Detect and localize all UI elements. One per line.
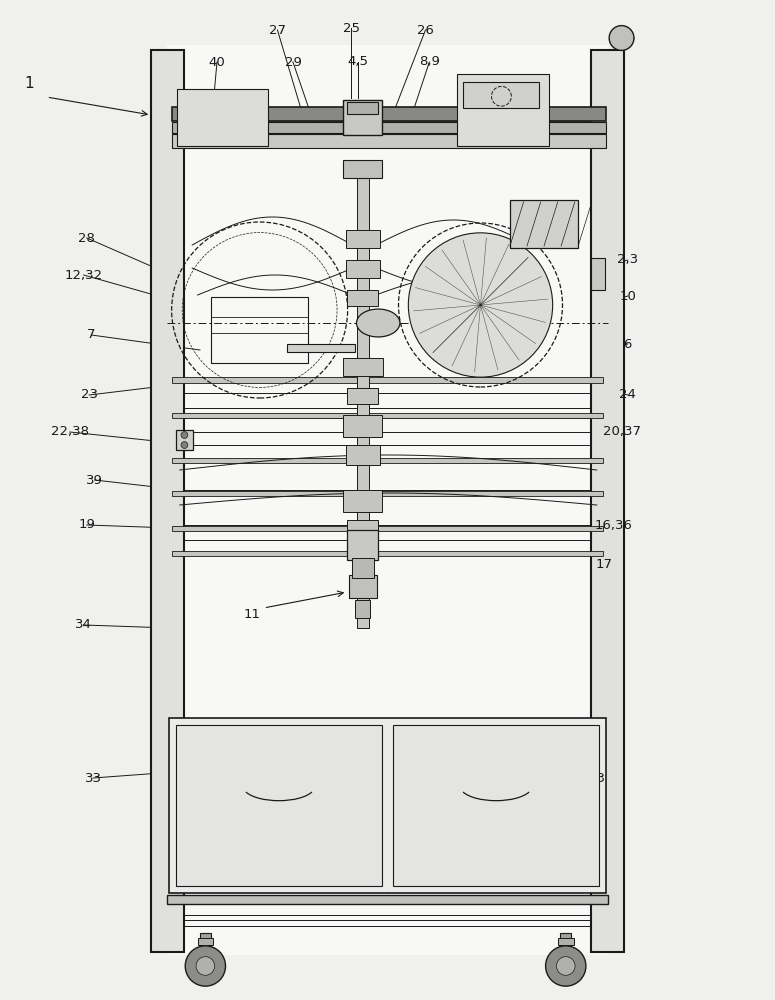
Bar — [172, 377, 603, 383]
Text: 17: 17 — [596, 558, 613, 571]
Circle shape — [181, 442, 188, 448]
Bar — [151, 50, 184, 952]
Bar — [349, 575, 377, 598]
Text: 10: 10 — [619, 290, 636, 302]
Bar — [591, 50, 624, 952]
Text: 11: 11 — [243, 607, 260, 620]
Ellipse shape — [356, 309, 400, 337]
Text: 33: 33 — [84, 772, 102, 784]
Bar — [212, 297, 308, 363]
Bar — [172, 458, 603, 462]
Bar — [591, 258, 604, 290]
Bar — [560, 933, 571, 950]
Bar — [346, 230, 380, 248]
Text: 26: 26 — [417, 23, 434, 36]
Text: 7: 7 — [88, 328, 95, 342]
Text: 40: 40 — [208, 55, 226, 68]
Text: 39: 39 — [86, 474, 103, 487]
Bar — [172, 550, 603, 556]
Bar — [172, 122, 606, 133]
Text: 28: 28 — [78, 232, 95, 244]
Bar — [172, 106, 606, 120]
Circle shape — [196, 957, 215, 975]
Bar — [343, 358, 383, 376]
Bar — [346, 445, 380, 465]
Text: 29: 29 — [284, 55, 301, 68]
Circle shape — [185, 946, 226, 986]
Bar — [200, 933, 211, 950]
Bar — [393, 725, 599, 886]
Text: 16,36: 16,36 — [595, 518, 632, 532]
Bar — [347, 388, 378, 404]
Text: 20,37: 20,37 — [602, 425, 641, 438]
Text: 6: 6 — [624, 338, 632, 351]
Bar — [356, 160, 369, 628]
Bar — [172, 412, 603, 418]
Bar — [343, 490, 382, 512]
Text: 1: 1 — [25, 76, 34, 91]
Bar — [287, 344, 355, 352]
Text: 8,9: 8,9 — [419, 55, 439, 68]
Bar — [347, 290, 378, 306]
Bar — [510, 200, 578, 248]
Bar — [177, 89, 268, 146]
Text: 13: 13 — [588, 772, 605, 784]
Bar — [169, 718, 606, 893]
Circle shape — [546, 946, 586, 986]
Circle shape — [181, 432, 188, 438]
Bar — [343, 415, 382, 437]
Bar — [595, 50, 604, 952]
Text: 19: 19 — [78, 518, 95, 532]
Bar — [172, 526, 603, 530]
Circle shape — [556, 957, 575, 975]
Bar — [167, 895, 608, 904]
Bar — [347, 520, 378, 538]
Bar — [347, 102, 378, 114]
Text: 24: 24 — [619, 388, 636, 401]
Text: 27: 27 — [269, 23, 286, 36]
Bar — [343, 100, 382, 135]
Circle shape — [408, 233, 553, 377]
Circle shape — [609, 26, 634, 50]
Text: 34: 34 — [75, 618, 92, 632]
Bar — [176, 725, 382, 886]
Text: 4,5: 4,5 — [347, 55, 369, 68]
Bar — [343, 160, 382, 178]
Bar — [176, 430, 193, 450]
Bar — [172, 134, 606, 148]
Bar — [346, 260, 380, 278]
Bar — [457, 74, 549, 146]
Text: 23: 23 — [81, 388, 98, 401]
Bar — [172, 50, 181, 952]
Bar — [355, 600, 370, 618]
Bar — [167, 45, 608, 955]
Bar — [347, 530, 378, 560]
Text: 12,32: 12,32 — [64, 268, 103, 282]
Text: 25: 25 — [343, 21, 360, 34]
Bar — [352, 558, 374, 578]
Bar — [558, 938, 574, 945]
Bar — [198, 938, 213, 945]
Bar — [463, 82, 539, 108]
Bar — [172, 490, 603, 495]
Text: 22,38: 22,38 — [50, 425, 89, 438]
Text: 2,3: 2,3 — [617, 253, 639, 266]
